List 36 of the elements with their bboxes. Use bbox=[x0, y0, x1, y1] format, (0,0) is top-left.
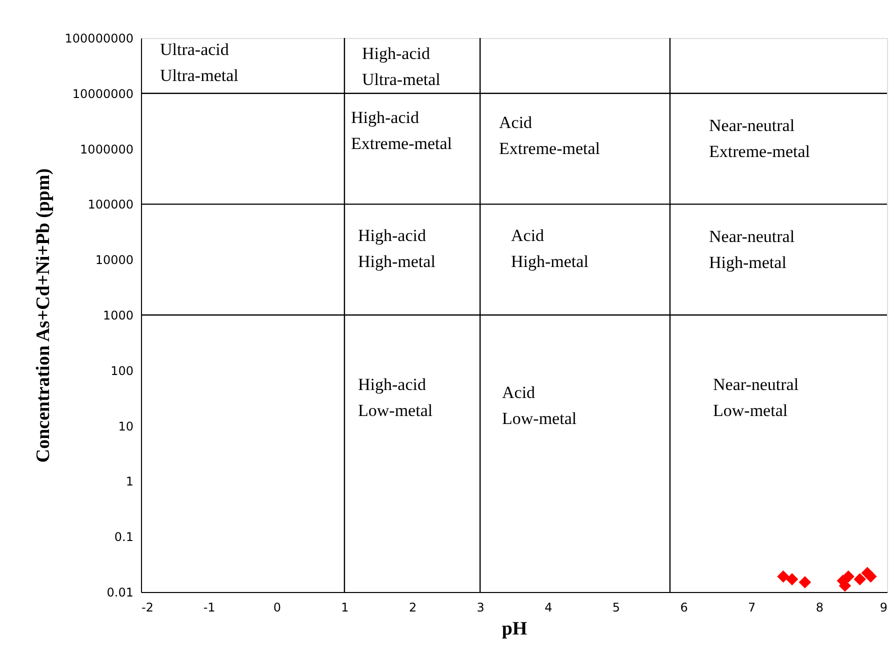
annotation: High-acid High-metal bbox=[358, 226, 436, 271]
y-tick-label: 10000000 bbox=[72, 86, 134, 101]
x-tick-label: 5 bbox=[612, 600, 620, 614]
x-tick-label: -1 bbox=[203, 600, 216, 614]
annotation: High-acid Ultra-metal bbox=[362, 44, 441, 89]
y-tick-label: 0.01 bbox=[106, 586, 134, 600]
y-tick-label: 1000000 bbox=[80, 142, 134, 156]
y-tick-label: 100000000 bbox=[64, 32, 134, 46]
x-tick-label: 7 bbox=[748, 600, 756, 614]
annotation: Near-neutral Low-metal bbox=[713, 375, 799, 420]
y-tick-label: 100 bbox=[110, 364, 134, 378]
x-axis-title: pH bbox=[502, 618, 528, 640]
annotation: Acid High-metal bbox=[511, 226, 589, 271]
x-tick-label: 6 bbox=[680, 600, 688, 614]
y-tick-label: 1 bbox=[126, 474, 134, 489]
y-tick-label: 0.1 bbox=[114, 530, 134, 544]
y-axis-title: Concentration As+Cd+Ni+Pb (ppm) bbox=[32, 168, 54, 463]
annotation: Acid Low-metal bbox=[502, 383, 577, 428]
annotation: Acid Extreme-metal bbox=[499, 113, 600, 158]
y-tick-label: 10 bbox=[118, 419, 134, 434]
y-tick-label: 100000 bbox=[88, 198, 134, 212]
x-tick-label: 8 bbox=[816, 600, 824, 614]
y-tick-label: 10000 bbox=[95, 253, 134, 268]
x-tick-label: 1 bbox=[341, 600, 349, 614]
x-tick-label: 2 bbox=[408, 600, 417, 614]
annotation: High-acid Low-metal bbox=[358, 375, 433, 420]
x-tick-label: -2 bbox=[142, 600, 154, 614]
y-tick-label: 1000 bbox=[102, 308, 134, 322]
x-tick-label: 9 bbox=[880, 600, 888, 614]
x-tick-label: 0 bbox=[273, 600, 281, 614]
x-tick-label: 3 bbox=[476, 600, 484, 614]
annotation: Near-neutral High-metal bbox=[709, 227, 795, 272]
x-tick-label: 4 bbox=[544, 600, 552, 614]
annotation: Ultra-acid Ultra-metal bbox=[160, 40, 239, 85]
annotation: Near-neutral Extreme-metal bbox=[709, 116, 810, 161]
annotation: High-acid Extreme-metal bbox=[351, 108, 452, 153]
